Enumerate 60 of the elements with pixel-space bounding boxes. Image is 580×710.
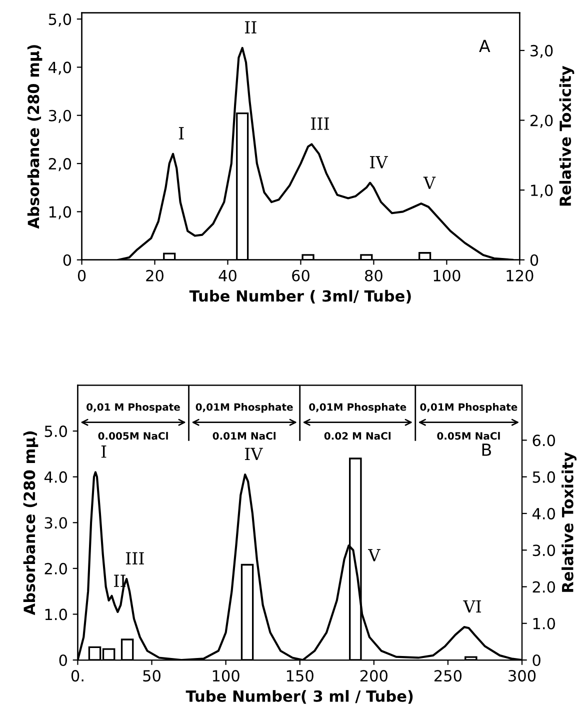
annotation: I (178, 127, 184, 140)
y-tick-label: 3,0 (48, 110, 72, 123)
y-tick-label: 4,0 (48, 62, 72, 75)
y2-tick-label: 1.0 (533, 618, 556, 630)
annotation: IV (370, 156, 388, 168)
x-tick-label: 120 (506, 270, 534, 282)
x-tick-label: 0. (71, 670, 84, 682)
text: 0,01M Phosphate 0.01M NaCl (196, 403, 293, 440)
x-tick-label: 50 (143, 670, 160, 682)
text: 0,01M Phosphate 0.02 M NaCl (309, 403, 406, 440)
annotation: VI (463, 600, 481, 612)
x-tick-label: 60 (292, 270, 310, 282)
y-tick-label: 1.0 (45, 608, 67, 620)
y2-tick-label: 0 (532, 654, 540, 666)
y-tick-label: 5,0 (48, 14, 72, 27)
y2-axis-title: Relative Toxicity (559, 66, 574, 206)
x-tick-label: 200 (360, 670, 388, 682)
y-axis-title: Absorbance (280 mμ) (27, 45, 42, 229)
annotation: V (368, 549, 380, 562)
x-axis-title: Tube Number ( 3ml/ Tube) (189, 290, 411, 304)
y-tick-label: 4.0 (44, 471, 67, 483)
y2-tick-label: 4.0 (532, 508, 556, 520)
y2-tick-label: 5.0 (532, 471, 556, 483)
y-tick-label: 5.0 (44, 426, 67, 438)
x-tick-label: 80 (365, 270, 382, 282)
annotation: V (423, 176, 436, 189)
x-axis-title: Tube Number( 3 ml / Tube) (186, 690, 413, 704)
text: 0,01 M Phospate 0.005M NaCl (86, 403, 180, 440)
x-tick-label: 100 (212, 670, 240, 682)
x-tick-label: 250 (434, 670, 462, 682)
annotation: III (311, 118, 329, 130)
text: 0,01M Phosphate 0.05M NaCl (420, 403, 518, 440)
y2-tick-label: 3,0 (530, 44, 553, 58)
annotation: III (126, 552, 144, 564)
y2-axis-title: Relative Toxicity (562, 452, 576, 592)
y-tick-label: 0 (59, 654, 67, 666)
y-tick-label: 0 (63, 254, 72, 266)
y2-tick-label: 1,0 (531, 184, 553, 198)
y-tick-label: 2,0 (48, 158, 72, 172)
x-tick-label: 300 (508, 670, 536, 682)
y2-tick-label: 6.0 (532, 434, 556, 446)
y2-tick-label: 0 (530, 254, 538, 266)
y2-tick-label: 2.0 (532, 581, 556, 593)
x-tick-label: 150 (286, 670, 314, 682)
annotation: I (101, 446, 106, 458)
y-tick-label: 2.0 (44, 562, 67, 574)
x-tick-label: 100 (434, 270, 460, 282)
text: B (482, 444, 491, 456)
annotation: II (114, 574, 126, 587)
x-tick-label: 20 (146, 270, 164, 282)
annotation: II (245, 21, 256, 34)
y2-tick-label: 2,0 (530, 114, 553, 128)
y-tick-label: 1,0 (49, 206, 72, 220)
y2-tick-label: 3.0 (532, 544, 556, 556)
annotation: IV (245, 448, 263, 460)
y-axis-title: Absorbance (280 mμ) (23, 431, 38, 616)
x-tick-label: 40 (218, 270, 236, 282)
y-tick-label: 3.0 (44, 517, 67, 529)
x-tick-label: 0 (78, 270, 86, 282)
text: A (479, 40, 490, 52)
